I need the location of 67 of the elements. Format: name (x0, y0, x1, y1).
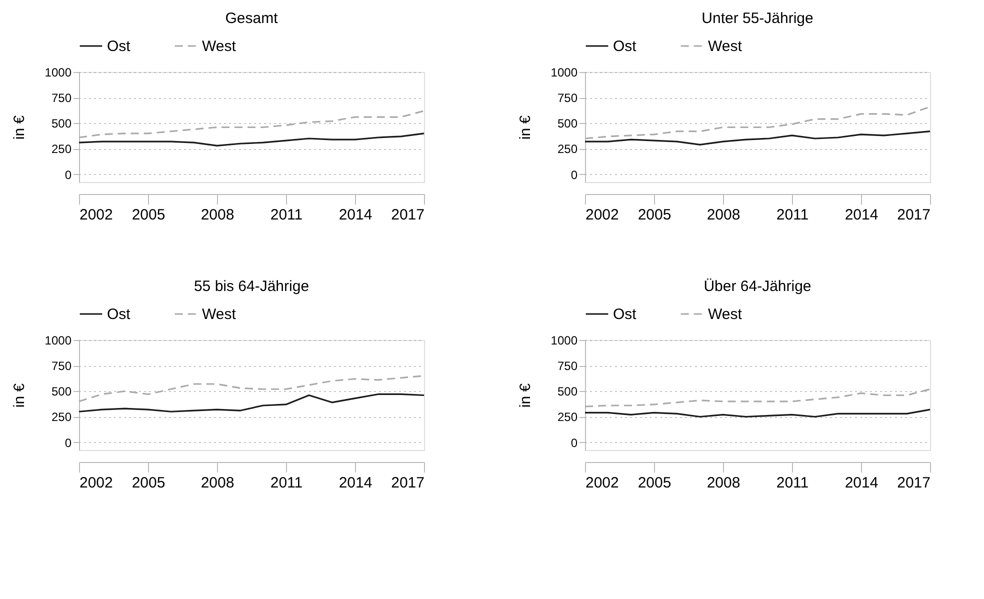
x-tick-label: 2011 (270, 474, 303, 492)
y-tick-label: 1000 (550, 334, 578, 348)
y-tick-label: 500 (557, 116, 578, 131)
line-series (78, 110, 425, 138)
x-tick-label: 2005 (638, 474, 672, 492)
x-tick-label: 2014 (338, 474, 372, 492)
legend-label: West (708, 306, 743, 323)
x-tick-label: 2014 (338, 206, 372, 224)
line-series (584, 408, 931, 418)
x-tick-label: 2011 (270, 206, 303, 224)
x-tick-label: 2017 (391, 474, 424, 492)
line-series (78, 393, 425, 412)
x-tick-label: 2002 (586, 206, 619, 224)
y-tick-label: 1000 (44, 66, 72, 80)
y-tick-label: 1000 (44, 334, 72, 348)
x-tick-label: 2017 (391, 206, 424, 224)
y-tick-label: 250 (51, 410, 72, 424)
legend-label: Ost (107, 306, 132, 323)
y-tick-label: 250 (557, 142, 578, 156)
x-tick-label: 2008 (200, 474, 234, 492)
y-tick-label: 750 (51, 359, 72, 374)
x-tick-label: 2005 (132, 474, 166, 492)
y-tick-label: 250 (557, 410, 578, 424)
chart-title: Über 64-Jährige (704, 278, 812, 295)
x-tick-label: 2008 (200, 206, 234, 224)
legend-label: Ost (613, 38, 638, 55)
y-tick-label: 500 (51, 116, 72, 131)
line-series (78, 132, 425, 146)
x-tick-label: 2005 (132, 206, 166, 224)
y-axis-title: in € (10, 382, 28, 408)
y-tick-label: 0 (570, 436, 578, 450)
line-series (584, 130, 931, 146)
line-series (584, 388, 931, 408)
x-tick-label: 2008 (706, 474, 740, 492)
x-tick-label: 2017 (897, 474, 930, 492)
y-tick-label: 500 (51, 384, 72, 399)
x-tick-label: 2002 (80, 474, 113, 492)
line-series (584, 106, 931, 140)
legend-label: West (202, 306, 237, 323)
y-axis-title: in € (516, 114, 534, 140)
x-tick-label: 2002 (586, 474, 619, 492)
y-axis-title: in € (516, 382, 534, 408)
x-tick-label: 2014 (844, 206, 878, 224)
legend-label: West (202, 38, 237, 55)
x-tick-label: 2011 (776, 474, 809, 492)
x-tick-label: 2011 (776, 206, 809, 224)
chart-title: Gesamt (225, 10, 279, 27)
y-tick-label: 0 (570, 168, 578, 182)
y-tick-label: 750 (557, 359, 578, 374)
chart-title: 55 bis 64-Jährige (194, 278, 310, 295)
y-tick-label: 1000 (550, 66, 578, 80)
x-tick-label: 2017 (897, 206, 930, 224)
y-tick-label: 750 (557, 91, 578, 106)
y-tick-label: 0 (64, 168, 72, 182)
y-axis-title: in € (10, 114, 28, 140)
x-tick-label: 2014 (844, 474, 878, 492)
legend-label: West (708, 38, 743, 55)
y-tick-label: 750 (51, 91, 72, 106)
y-tick-label: 0 (64, 436, 72, 450)
y-tick-label: 500 (557, 384, 578, 399)
y-tick-label: 250 (51, 142, 72, 156)
chart-title: Unter 55-Jährige (702, 10, 814, 27)
x-tick-label: 2002 (80, 206, 113, 224)
x-tick-label: 2005 (638, 206, 672, 224)
legend-label: Ost (107, 38, 132, 55)
legend-label: Ost (613, 306, 638, 323)
x-tick-label: 2008 (706, 206, 740, 224)
